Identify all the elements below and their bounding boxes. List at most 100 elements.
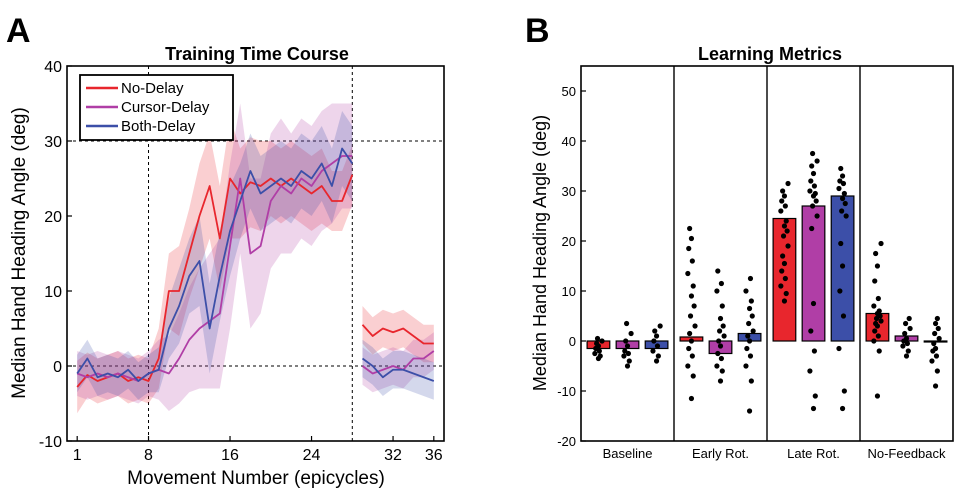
data-point bbox=[653, 358, 660, 364]
data-point bbox=[841, 388, 847, 394]
panel-a-chart: 1 8 16 24 32 36 -10 0 10 20 30 40 bbox=[39, 59, 444, 464]
data-point bbox=[687, 313, 694, 319]
data-point bbox=[810, 170, 817, 177]
data-point bbox=[839, 195, 846, 202]
data-point bbox=[931, 340, 937, 347]
data-point bbox=[714, 288, 720, 294]
panel-b-chart: Baseline Early Rot. Late Rot. No-Feedback -2… bbox=[557, 65, 954, 461]
data-point bbox=[783, 290, 789, 297]
data-point bbox=[592, 350, 598, 357]
data-point bbox=[720, 323, 726, 329]
data-point bbox=[690, 283, 696, 289]
data-point bbox=[686, 345, 692, 352]
data-point bbox=[778, 283, 784, 289]
category-label: Late Rot. bbox=[787, 446, 840, 461]
data-point bbox=[597, 353, 603, 359]
panel-a-ylabel: Median Hand Heading Angle (deg) bbox=[9, 107, 30, 399]
data-point bbox=[837, 178, 843, 184]
panel-a-legend: No-Delay Cursor-Delay Both-Delay bbox=[79, 74, 234, 141]
data-point bbox=[906, 315, 912, 322]
data-point bbox=[688, 293, 695, 299]
x-tick-label: 16 bbox=[221, 447, 239, 464]
data-point bbox=[836, 185, 842, 192]
x-tick-label: 24 bbox=[303, 447, 321, 464]
data-point bbox=[871, 303, 877, 309]
data-point bbox=[780, 233, 787, 239]
data-point bbox=[690, 373, 696, 379]
data-point bbox=[657, 323, 663, 329]
y-tick-label: 50 bbox=[562, 84, 576, 99]
data-point bbox=[655, 353, 661, 359]
data-point bbox=[878, 318, 884, 324]
legend-label-no-delay: No-Delay bbox=[121, 80, 184, 97]
data-point bbox=[902, 330, 908, 337]
y-tick-label: 40 bbox=[562, 134, 576, 149]
data-point bbox=[687, 330, 693, 337]
data-point bbox=[747, 353, 754, 359]
data-point bbox=[689, 258, 695, 264]
y-tick-label: 20 bbox=[44, 209, 62, 226]
data-point bbox=[811, 183, 818, 189]
y-tick-label: 20 bbox=[562, 234, 576, 249]
data-point bbox=[839, 263, 846, 269]
data-point bbox=[842, 200, 848, 207]
data-point bbox=[748, 378, 754, 384]
data-point bbox=[718, 355, 725, 362]
series-line bbox=[361, 357, 435, 382]
data-point bbox=[780, 253, 786, 259]
category-label: No-Feedback bbox=[867, 446, 946, 461]
data-point bbox=[719, 303, 725, 309]
data-point bbox=[628, 330, 634, 337]
data-point bbox=[843, 213, 849, 219]
data-point bbox=[810, 150, 816, 157]
data-point bbox=[652, 328, 658, 334]
category-label: Early Rot. bbox=[692, 446, 749, 461]
data-point bbox=[650, 348, 656, 354]
data-point bbox=[836, 345, 842, 352]
y-tick-label: 30 bbox=[44, 134, 62, 151]
error-band bbox=[77, 118, 353, 414]
panel-a-xlabel: Movement Number (epicycles) bbox=[127, 468, 385, 488]
data-point bbox=[748, 298, 754, 304]
data-point bbox=[782, 203, 788, 209]
y-tick-label: 30 bbox=[562, 184, 576, 199]
data-point bbox=[746, 305, 753, 312]
data-point bbox=[717, 343, 724, 349]
data-point bbox=[779, 268, 785, 274]
data-point bbox=[624, 343, 631, 349]
data-point bbox=[747, 275, 754, 282]
legend-label-both-delay: Both-Delay bbox=[121, 118, 196, 135]
series-line bbox=[76, 155, 353, 382]
data-point bbox=[781, 260, 788, 267]
panel-a-axes-box bbox=[66, 65, 445, 442]
data-point bbox=[935, 325, 941, 332]
data-point bbox=[837, 288, 843, 294]
error-band bbox=[362, 332, 434, 393]
data-point bbox=[654, 343, 661, 349]
data-point bbox=[688, 395, 695, 402]
data-point bbox=[743, 363, 749, 369]
data-point bbox=[721, 333, 727, 339]
data-point bbox=[876, 308, 882, 314]
x-tick-label: 32 bbox=[384, 447, 402, 464]
data-point bbox=[743, 288, 749, 294]
series-line bbox=[76, 147, 354, 382]
data-point bbox=[685, 363, 691, 369]
data-point bbox=[716, 338, 722, 344]
data-point bbox=[876, 348, 882, 354]
panel-b-ylabel: Median Hand Heading Angle (deg) bbox=[530, 115, 550, 391]
data-point bbox=[872, 278, 878, 284]
data-point bbox=[781, 298, 788, 304]
data-point bbox=[812, 190, 818, 197]
series-line bbox=[76, 174, 354, 388]
data-point bbox=[872, 328, 878, 334]
data-point bbox=[781, 193, 788, 199]
data-point bbox=[929, 358, 935, 364]
data-point bbox=[715, 350, 721, 357]
legend-label-cursor-delay: Cursor-Delay bbox=[121, 99, 210, 116]
data-point bbox=[688, 338, 695, 344]
data-point bbox=[933, 353, 940, 359]
data-point bbox=[841, 190, 847, 197]
data-point bbox=[810, 405, 817, 412]
